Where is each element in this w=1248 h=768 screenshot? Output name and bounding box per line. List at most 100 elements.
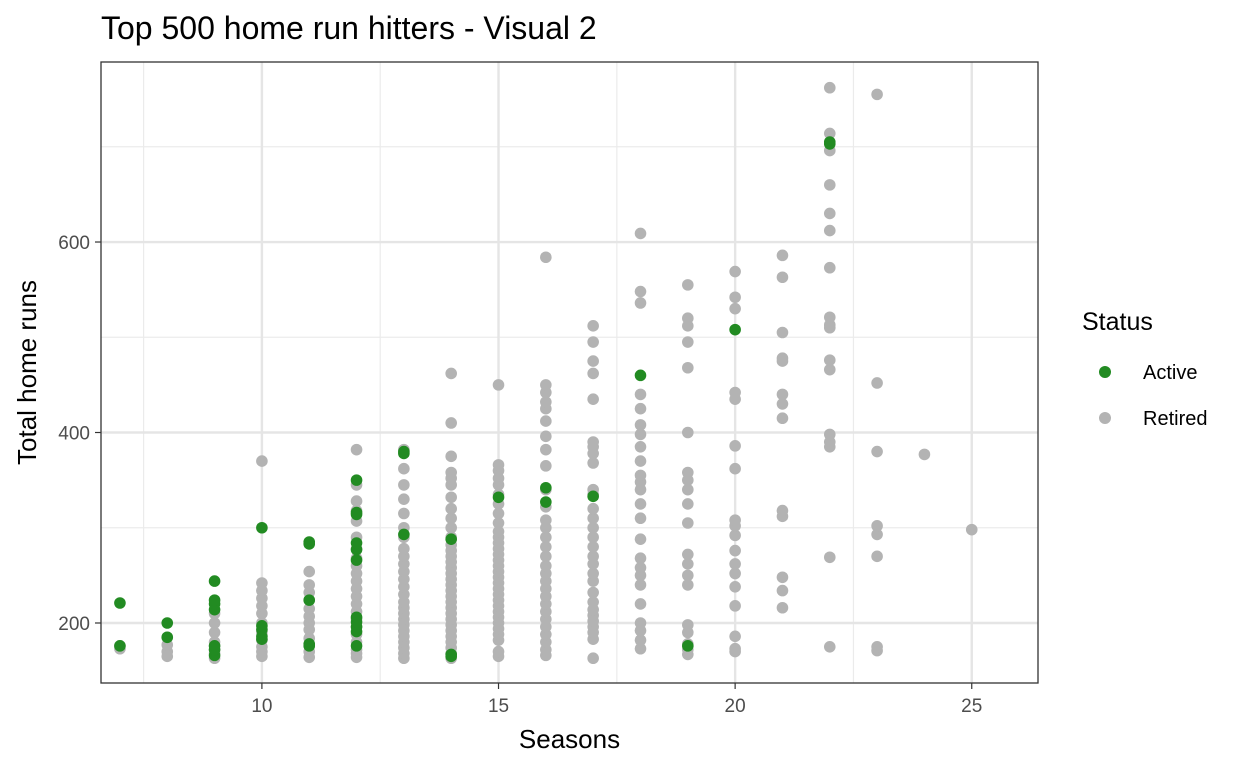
data-point-retired [823,354,836,366]
data-point-retired [634,440,647,453]
data-point-retired [350,443,363,456]
data-point-active [492,491,505,504]
data-point-retired [445,466,457,479]
data-point-retired [776,398,789,410]
legend-label-retired: Retired [1143,408,1207,430]
data-point-retired [587,540,599,553]
data-point-active [350,554,363,566]
data-point-retired [729,265,741,278]
chart-title: Top 500 home run hitters - Visual 2 [101,10,597,46]
data-point-retired [634,227,647,240]
data-point-retired [682,336,694,348]
data-point-retired [823,261,836,274]
data-point-retired [823,641,836,653]
data-point-active [398,528,410,541]
data-point-retired [634,561,647,574]
data-point-retired [398,493,410,505]
data-point-active [682,640,694,652]
data-point-active [729,323,741,336]
data-point-retired [682,312,694,325]
data-point-retired [871,445,883,458]
data-point-retired [587,586,599,599]
legend-items: Active Retired [1099,362,1207,430]
legend-key-retired [1099,412,1111,424]
data-point-retired [587,320,599,332]
data-point-retired [682,619,694,631]
data-point-retired [776,412,789,425]
data-point-retired [871,377,883,389]
data-point-active [303,594,316,606]
data-point-retired [634,617,647,629]
legend-key-active [1099,366,1111,378]
data-point-retired [823,428,836,441]
y-tick-label: 200 [58,614,90,635]
data-point-retired [918,448,931,461]
data-point-active [350,474,363,486]
data-point-retired [729,558,741,570]
data-point-retired [634,498,647,510]
data-point-retired [303,579,316,591]
data-point-active [256,620,268,632]
data-point-retired [634,388,647,401]
data-point-retired [729,291,741,304]
data-point-retired [587,355,599,367]
data-point-retired [776,388,789,401]
data-point-retired [492,525,505,538]
data-point-active [303,638,316,650]
x-tick-label: 10 [251,696,272,717]
data-point-retired [445,450,457,463]
data-point-retired [776,584,789,597]
data-point-retired [823,179,836,191]
data-point-retired [823,311,836,324]
data-point-active [350,640,363,652]
data-point-retired [208,626,221,639]
x-tick-label: 20 [725,696,746,717]
data-point-retired [682,558,694,570]
data-point-retired [729,386,741,399]
data-point-retired [729,630,741,643]
data-point-active [208,575,221,587]
data-point-retired [445,491,457,504]
data-point-active [114,597,126,609]
data-point-retired [729,600,741,612]
data-point-retired [540,396,552,408]
data-point-retired [634,428,647,441]
data-point-retired [540,430,552,443]
legend: Status Active Retired [1082,308,1207,430]
data-point-retired [398,462,410,475]
data-point-active [540,481,552,494]
data-point-retired [587,336,599,348]
data-point-retired [634,469,647,482]
data-point-retired [398,507,410,520]
data-point-retired [823,363,836,376]
data-point-retired [540,251,552,264]
data-point-retired [634,419,647,431]
data-point-active [587,490,599,503]
data-point-retired [445,367,457,380]
data-point-active [114,640,126,652]
data-point-active [634,369,647,382]
data-point-retired [540,531,552,544]
data-point-active [445,648,457,661]
data-point-retired [634,285,647,298]
data-point-retired [492,645,505,658]
data-point-active [350,537,363,549]
data-point-retired [871,550,883,563]
data-point-retired [776,249,789,262]
data-point-retired [350,495,363,507]
data-point-retired [634,598,647,610]
data-point-retired [303,602,316,615]
data-point-retired [682,466,694,479]
plot-panel [101,62,1038,683]
data-point-retired [682,279,694,291]
data-point-active [445,533,457,545]
data-point-retired [587,512,599,525]
data-point-retired [682,579,694,591]
data-point-active [208,594,221,606]
data-point-retired [823,224,836,237]
data-point-retired [634,512,647,525]
data-point-retired [776,271,789,284]
data-point-retired [682,548,694,561]
data-point-retired [634,533,647,545]
data-point-retired [634,634,647,646]
